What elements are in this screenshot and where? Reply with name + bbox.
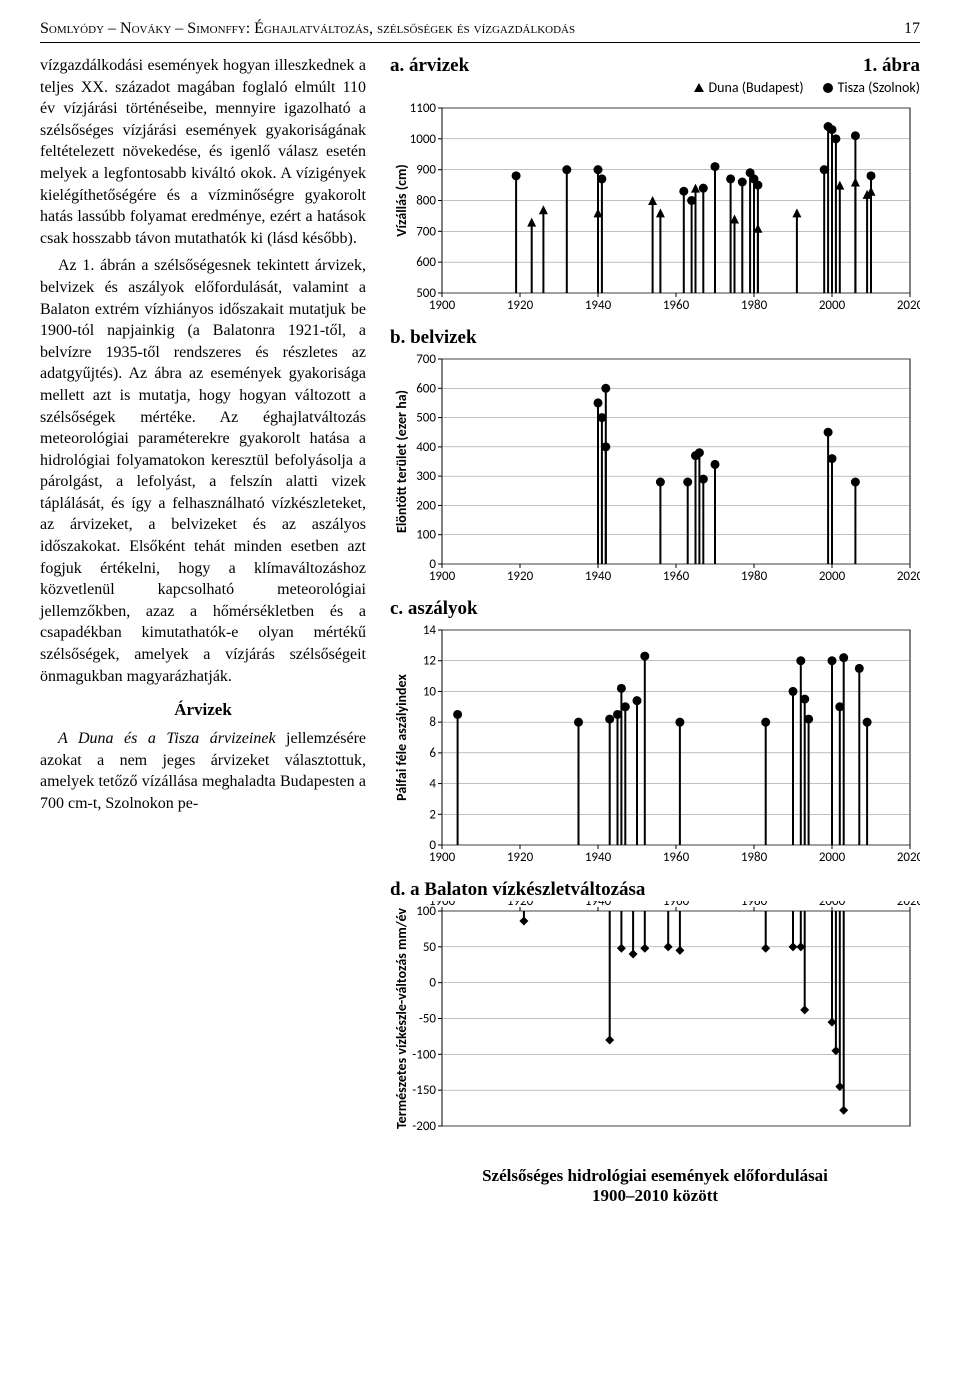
paragraph-1: vízgazdálkodási események hogyan illeszk… — [40, 55, 366, 249]
page-number: 17 — [904, 20, 920, 38]
svg-text:1920: 1920 — [507, 850, 534, 865]
svg-text:12: 12 — [423, 654, 437, 669]
panel-a-title: a. árvizek — [390, 55, 469, 77]
legend-item-duna: Duna (Budapest) — [693, 79, 804, 96]
svg-text:2: 2 — [429, 807, 436, 822]
svg-text:2000: 2000 — [819, 850, 846, 865]
panel-a-legend: Duna (Budapest) Tisza (Szolnok) — [390, 79, 920, 96]
subheading-arvizek: Árvizek — [40, 699, 366, 722]
figure-caption-line1: Szélsőséges hidrológiai események előfor… — [482, 1166, 828, 1185]
svg-text:-150: -150 — [412, 1083, 436, 1098]
svg-text:1900: 1900 — [429, 298, 456, 313]
svg-text:10: 10 — [423, 684, 437, 699]
figure-caption: Szélsőséges hidrológiai események előfor… — [390, 1166, 920, 1207]
header-authors-title: Somlyódy – Nováky – Simonffy: Éghajlatvá… — [40, 20, 575, 38]
svg-text:1920: 1920 — [507, 569, 534, 584]
paragraph-2: Az 1. ábrán a szélsőségesnek tekintett á… — [40, 255, 366, 687]
svg-text:1960: 1960 — [663, 901, 690, 909]
panel-b-title: b. belvizek — [390, 327, 920, 349]
svg-text:0: 0 — [429, 976, 436, 991]
svg-text:1960: 1960 — [663, 850, 690, 865]
panel-c-title: c. aszályok — [390, 598, 920, 620]
legend-item-tisza: Tisza (Szolnok) — [822, 79, 920, 96]
svg-text:4: 4 — [429, 777, 436, 792]
paragraph-3-italic: A Duna és a Tisza árvizeinek — [58, 730, 276, 747]
figure-column: a. árvizek 1. ábra Duna (Budapest) Tisza… — [390, 55, 920, 1207]
svg-text:700: 700 — [416, 352, 436, 367]
svg-text:1980: 1980 — [741, 569, 768, 584]
svg-text:14: 14 — [423, 623, 437, 638]
svg-text:1900: 1900 — [429, 569, 456, 584]
paragraph-3: A Duna és a Tisza árvizeinek jellemzésér… — [40, 728, 366, 814]
svg-text:1920: 1920 — [507, 901, 534, 909]
svg-text:1960: 1960 — [663, 298, 690, 313]
svg-text:900: 900 — [416, 163, 436, 178]
legend-label-tisza: Tisza (Szolnok) — [838, 79, 920, 96]
svg-text:2020: 2020 — [897, 901, 920, 909]
svg-text:2020: 2020 — [897, 850, 920, 865]
svg-text:1900: 1900 — [429, 901, 456, 909]
svg-text:2000: 2000 — [819, 298, 846, 313]
svg-text:600: 600 — [416, 255, 436, 270]
svg-text:Pálfai féle aszályindex: Pálfai féle aszályindex — [393, 674, 410, 801]
header-paper-title: Éghajlatváltozás, szélsőségek és vízgazd… — [254, 20, 575, 37]
svg-text:Elöntött terület (ezer ha): Elöntött terület (ezer ha) — [393, 390, 410, 533]
svg-text:100: 100 — [416, 528, 436, 543]
svg-text:Természetes vízkészle-változás: Természetes vízkészle-változás mm/év — [393, 908, 410, 1129]
svg-text:600: 600 — [416, 381, 436, 396]
svg-text:1920: 1920 — [507, 298, 534, 313]
chart-a-arvizek: 5006007008009001000110019001920194019601… — [390, 98, 920, 323]
header-authors: Somlyódy – Nováky – Simonffy — [40, 20, 246, 37]
svg-text:500: 500 — [416, 411, 436, 426]
svg-text:1960: 1960 — [663, 569, 690, 584]
svg-text:1980: 1980 — [741, 901, 768, 909]
svg-text:2020: 2020 — [897, 298, 920, 313]
svg-text:2000: 2000 — [819, 569, 846, 584]
svg-text:8: 8 — [429, 715, 436, 730]
svg-text:-200: -200 — [412, 1119, 436, 1134]
svg-text:1940: 1940 — [585, 569, 612, 584]
svg-text:1100: 1100 — [410, 101, 437, 116]
svg-text:6: 6 — [429, 746, 436, 761]
svg-text:400: 400 — [416, 440, 436, 455]
chart-b-belvizek: 0100200300400500600700190019201940196019… — [390, 349, 920, 594]
svg-text:700: 700 — [416, 224, 436, 239]
svg-text:2020: 2020 — [897, 569, 920, 584]
svg-text:1940: 1940 — [585, 298, 612, 313]
legend-label-duna: Duna (Budapest) — [709, 79, 804, 96]
svg-text:-100: -100 — [412, 1047, 436, 1062]
svg-text:300: 300 — [416, 469, 436, 484]
svg-text:-50: -50 — [419, 1012, 437, 1027]
svg-text:1900: 1900 — [429, 850, 456, 865]
svg-text:1940: 1940 — [585, 901, 612, 909]
chart-c-aszalyok: 024681012141900192019401960198020002020P… — [390, 620, 920, 875]
svg-text:1940: 1940 — [585, 850, 612, 865]
svg-text:200: 200 — [416, 498, 436, 513]
figure-caption-line2: 1900–2010 között — [592, 1186, 718, 1205]
running-header: Somlyódy – Nováky – Simonffy: Éghajlatvá… — [40, 20, 920, 43]
figure-number: 1. ábra — [863, 55, 920, 77]
body-text-column: vízgazdálkodási események hogyan illeszk… — [40, 55, 366, 1207]
panel-d-title: d. a Balaton vízkészletváltozása — [390, 879, 920, 901]
svg-text:50: 50 — [423, 940, 437, 955]
chart-d-balaton: -200-150-100-500501001900192019401960198… — [390, 901, 920, 1156]
svg-text:800: 800 — [416, 194, 436, 209]
svg-text:2000: 2000 — [819, 901, 846, 909]
svg-text:1980: 1980 — [741, 850, 768, 865]
svg-text:Vízállás (cm): Vízállás (cm) — [393, 164, 410, 237]
svg-text:1980: 1980 — [741, 298, 768, 313]
svg-text:1000: 1000 — [410, 132, 437, 147]
